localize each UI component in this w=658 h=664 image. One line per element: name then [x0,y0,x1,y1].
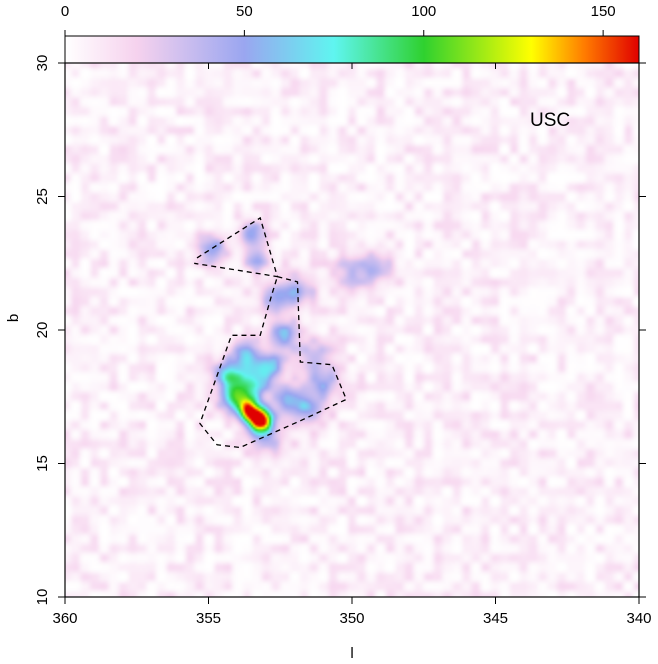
x-axis-ticks: 360 355 350 345 340 [52,63,652,627]
x-axis-label: l [350,645,353,662]
y-axis-label: b [5,314,22,322]
heatmap-image [65,63,639,597]
colorbar-tick-label: 0 [61,3,69,20]
x-tick-label: 345 [483,610,508,627]
colorbar [64,35,640,64]
colorbar-ticks: 0 50 100 150 [61,3,616,36]
y-tick-label: 10 [34,589,51,606]
y-axis-ticks: 10 15 20 25 30 [34,55,646,606]
colorbar-tick-label: 150 [591,3,616,20]
region-annotation: USC [530,110,570,131]
colorbar-tick-label: 50 [236,3,253,20]
y-tick-label: 30 [34,55,51,72]
region-outlines [194,216,348,449]
y-tick-label: 20 [34,322,51,339]
x-tick-label: 340 [626,610,651,627]
y-tick-label: 25 [34,188,51,205]
x-tick-label: 350 [339,610,364,627]
colorbar-tick-label: 100 [411,3,436,20]
region-outline [199,275,348,449]
region-outline [194,216,279,278]
x-tick-label: 360 [52,610,77,627]
x-tick-label: 355 [196,610,221,627]
y-tick-label: 15 [34,455,51,472]
